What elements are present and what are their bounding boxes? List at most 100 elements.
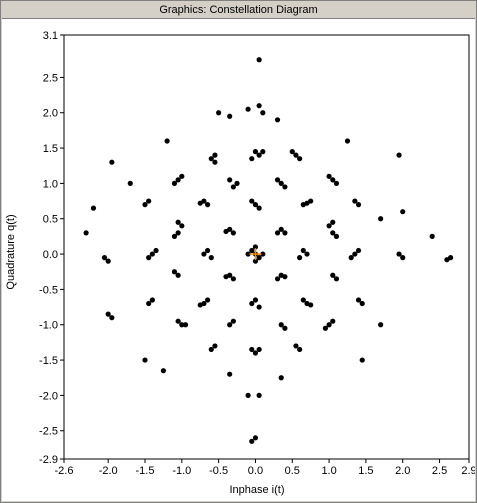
data-point [297, 255, 303, 261]
data-points [83, 57, 454, 444]
data-point [179, 173, 185, 179]
data-point [90, 205, 97, 211]
data-point [330, 177, 336, 183]
data-point [175, 177, 181, 183]
data-point [204, 247, 211, 254]
data-point [282, 230, 288, 236]
data-point [101, 255, 108, 261]
data-point [282, 325, 288, 331]
data-point [212, 152, 218, 158]
data-point [355, 202, 362, 208]
data-point [278, 180, 284, 186]
data-point [326, 173, 332, 179]
data-point [105, 311, 111, 317]
data-point [234, 180, 240, 186]
data-point [396, 251, 402, 257]
data-point [256, 255, 262, 261]
data-point [227, 371, 233, 377]
x-tick-label: 2.9 [461, 465, 475, 477]
data-point [330, 219, 336, 225]
data-point [333, 276, 340, 282]
data-point [164, 138, 170, 144]
data-point [278, 322, 284, 328]
data-point [256, 205, 262, 211]
data-point [308, 302, 314, 308]
plot-border [63, 34, 470, 460]
data-point [333, 233, 340, 239]
data-point [282, 274, 288, 280]
data-point [274, 177, 281, 183]
data-point [201, 251, 207, 257]
data-point [256, 392, 262, 398]
data-point [252, 258, 259, 264]
data-point [227, 177, 233, 183]
data-point [252, 149, 259, 155]
data-point [208, 255, 214, 261]
data-point [359, 300, 365, 307]
data-point [274, 276, 281, 282]
y-tick-label: -2.0 [39, 390, 58, 402]
data-point [212, 343, 218, 349]
x-tick-label: 1.0 [321, 465, 336, 477]
constellation-chart: -2.6 -2.0 -1.5 -1.0 -0.5 0.0 0.5 1.0 1.5 2.0 2.5 2.… [5, 30, 475, 496]
x-tick-label: -2.0 [99, 465, 118, 477]
data-point [216, 110, 222, 116]
x-tick-label: 2.0 [395, 465, 410, 477]
x-tick-label: 2.5 [432, 465, 447, 477]
y-tick-label: -2.5 [39, 426, 58, 438]
y-tick-label: 2.0 [43, 108, 58, 120]
data-point [223, 274, 229, 280]
data-point [333, 180, 340, 186]
y-tick-label: 0.0 [43, 249, 58, 261]
x-tick-label: -0.5 [209, 465, 228, 477]
data-point [230, 318, 236, 324]
data-point [293, 152, 299, 158]
data-point [245, 392, 251, 398]
data-point [278, 226, 284, 232]
data-point [109, 315, 115, 321]
plot-area: -2.6 -2.0 -1.5 -1.0 -0.5 0.0 0.5 1.0 1.5 2.0 2.5 2.… [2, 19, 475, 501]
data-point [146, 198, 152, 204]
data-point [175, 272, 181, 278]
data-point [208, 156, 214, 162]
data-point [256, 346, 262, 353]
data-point [179, 223, 185, 229]
data-point [249, 156, 255, 162]
data-point [289, 149, 295, 155]
data-point [348, 255, 354, 261]
data-point [230, 276, 236, 282]
data-point [223, 228, 229, 235]
data-point [293, 343, 299, 349]
data-point [330, 230, 336, 236]
data-point [297, 156, 303, 162]
data-point [256, 103, 262, 109]
data-point [278, 375, 284, 381]
x-tick-label: 0.5 [285, 465, 300, 477]
data-point [260, 149, 266, 155]
data-point [330, 318, 336, 324]
data-point [396, 152, 402, 158]
data-point [208, 346, 214, 353]
data-point [256, 304, 262, 310]
data-point [245, 251, 251, 257]
data-point [378, 216, 384, 222]
data-point [322, 325, 329, 331]
data-point [227, 113, 233, 119]
data-point [300, 297, 306, 303]
data-point [252, 435, 259, 441]
data-point [378, 322, 384, 328]
data-point [227, 322, 233, 328]
y-axis-title: Quadrature q(t) [5, 214, 17, 289]
y-tick-label: -2.9 [39, 454, 58, 466]
data-point [171, 233, 178, 239]
data-point [160, 368, 167, 374]
data-point [146, 300, 152, 307]
data-point [171, 269, 178, 275]
data-point [252, 297, 259, 303]
data-point [400, 209, 406, 215]
data-point [252, 244, 259, 250]
data-point [326, 322, 332, 328]
data-point [249, 346, 255, 353]
x-tick-label: -1.5 [136, 465, 155, 477]
